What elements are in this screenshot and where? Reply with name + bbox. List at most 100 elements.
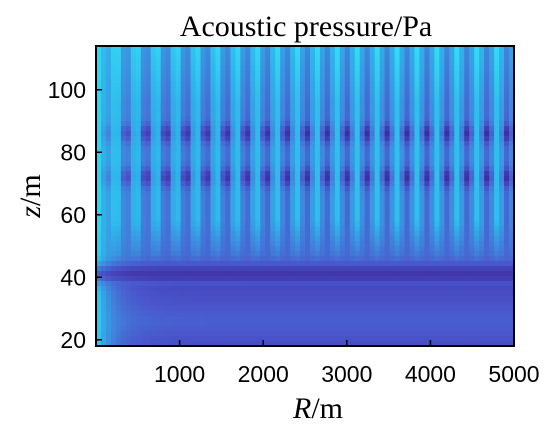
heatmap-cell xyxy=(180,261,187,267)
heatmap-cell xyxy=(125,246,132,252)
heatmap-cell xyxy=(324,76,331,82)
heatmap-cell xyxy=(479,51,485,57)
heatmap-cell xyxy=(324,126,331,132)
heatmap-cell xyxy=(190,311,197,317)
heatmap-cell xyxy=(230,46,236,52)
heatmap-cell xyxy=(509,101,515,107)
heatmap-cell xyxy=(300,66,306,72)
heatmap-cell xyxy=(414,86,421,92)
heatmap-cell xyxy=(255,121,261,127)
heatmap-cell xyxy=(414,336,421,342)
heatmap-cell xyxy=(404,46,411,52)
heatmap-cell xyxy=(344,271,351,277)
heatmap-cell xyxy=(359,66,366,72)
heatmap-cell xyxy=(409,181,416,187)
heatmap-cell xyxy=(364,206,371,212)
heatmap-cell xyxy=(280,276,286,282)
heatmap-cell xyxy=(245,76,251,82)
heatmap-cell xyxy=(255,226,261,232)
heatmap-cell xyxy=(300,156,306,162)
heatmap-cell xyxy=(459,306,465,312)
heatmap-cell xyxy=(409,156,416,162)
heatmap-cell xyxy=(404,201,411,207)
heatmap-cell xyxy=(424,226,431,232)
heatmap-cell xyxy=(280,266,286,272)
heatmap-cell xyxy=(130,341,137,347)
heatmap-cell xyxy=(499,136,505,142)
heatmap-cell xyxy=(185,156,192,162)
heatmap-cell xyxy=(344,221,351,227)
heatmap-cell xyxy=(479,236,485,242)
heatmap-cell xyxy=(190,166,197,172)
heatmap-cell xyxy=(349,161,356,167)
heatmap-cell xyxy=(349,216,356,222)
heatmap-cell xyxy=(454,76,460,82)
heatmap-cell xyxy=(285,96,291,102)
heatmap-cell xyxy=(379,171,386,177)
heatmap-cell xyxy=(354,316,361,322)
heatmap-cell xyxy=(354,231,361,237)
heatmap-cell xyxy=(220,216,226,222)
heatmap-cell xyxy=(245,266,251,272)
heatmap-cell xyxy=(305,126,311,132)
heatmap-cell xyxy=(135,231,142,237)
heatmap-cell xyxy=(484,116,490,122)
heatmap-cell xyxy=(200,251,207,257)
heatmap-cell xyxy=(300,336,306,342)
heatmap-cell xyxy=(170,221,177,227)
heatmap-cell xyxy=(220,146,226,152)
heatmap-cell xyxy=(329,66,336,72)
heatmap-cell xyxy=(469,106,475,112)
heatmap-cell xyxy=(329,136,336,142)
heatmap-cell xyxy=(334,111,341,117)
heatmap-cell xyxy=(369,276,376,282)
heatmap-cell xyxy=(245,276,251,282)
heatmap-cell xyxy=(250,331,256,337)
heatmap-cell xyxy=(190,176,197,182)
heatmap-cell xyxy=(180,271,187,277)
heatmap-cell xyxy=(374,61,381,67)
heatmap-cell xyxy=(110,326,117,332)
heatmap-cell xyxy=(489,331,495,337)
heatmap-cell xyxy=(245,46,251,52)
heatmap-cell xyxy=(285,131,291,137)
heatmap-cell xyxy=(394,316,401,322)
heatmap-cell xyxy=(305,256,311,262)
heatmap-cell xyxy=(404,231,411,237)
heatmap-cell xyxy=(309,216,316,222)
heatmap-cell xyxy=(404,301,411,307)
heatmap-cell xyxy=(185,166,192,172)
heatmap-cell xyxy=(329,291,336,297)
heatmap-cell xyxy=(295,211,301,217)
heatmap-cell xyxy=(190,256,197,262)
heatmap-cell xyxy=(305,316,311,322)
heatmap-cell xyxy=(484,326,490,332)
heatmap-cell xyxy=(329,336,336,342)
heatmap-cell xyxy=(100,241,107,247)
heatmap-cell xyxy=(180,136,187,142)
heatmap-cell xyxy=(215,136,222,142)
heatmap-cell xyxy=(499,206,505,212)
heatmap-cell xyxy=(210,276,217,282)
heatmap-cell xyxy=(290,206,296,212)
heatmap-cell xyxy=(379,101,386,107)
heatmap-cell xyxy=(165,216,172,222)
heatmap-cell xyxy=(509,146,515,152)
heatmap-cell xyxy=(110,156,117,162)
heatmap-cell xyxy=(344,201,351,207)
heatmap-cell xyxy=(409,216,416,222)
heatmap-cell xyxy=(444,231,450,237)
heatmap-cell xyxy=(424,311,431,317)
heatmap-cell xyxy=(449,56,455,62)
heatmap-cell xyxy=(145,96,152,102)
heatmap-cell xyxy=(414,181,421,187)
heatmap-cell xyxy=(150,196,157,202)
heatmap-cell xyxy=(369,71,376,77)
heatmap-cell xyxy=(96,71,102,77)
heatmap-cell xyxy=(230,146,236,152)
heatmap-cell xyxy=(449,336,455,342)
heatmap-cell xyxy=(319,171,326,177)
heatmap-cell xyxy=(165,81,172,87)
heatmap-cell xyxy=(295,101,301,107)
heatmap-cell xyxy=(489,316,495,322)
